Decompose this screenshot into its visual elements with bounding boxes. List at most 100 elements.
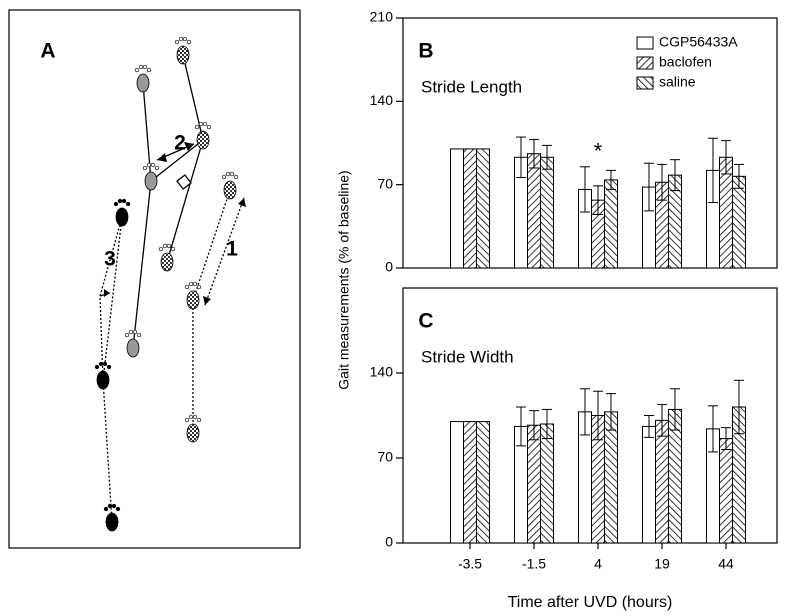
- bar: [476, 148, 490, 269]
- legend-swatch: [636, 56, 654, 70]
- bar: [604, 179, 618, 269]
- paw-toe: [182, 36, 188, 42]
- bar: [719, 438, 733, 544]
- paw-toe: [142, 165, 148, 171]
- error-bar: [708, 405, 718, 453]
- paw-toe: [170, 246, 176, 252]
- legend-label: CGP56433A: [659, 34, 738, 50]
- error-bar: [529, 138, 539, 169]
- paw-toe: [192, 414, 198, 420]
- y-tick-label: 0: [385, 259, 393, 275]
- error-bar: [516, 136, 526, 179]
- chart-title: Stride Length: [421, 77, 522, 96]
- error-bar: [734, 379, 744, 435]
- y-tick-label: 140: [370, 92, 394, 108]
- paw-toe: [198, 121, 204, 127]
- paw-toe: [202, 121, 208, 127]
- bar: [540, 423, 554, 544]
- paw-toe: [102, 361, 108, 367]
- y-tick-label: 140: [370, 364, 394, 380]
- bar: [463, 421, 477, 544]
- paw-pad: [160, 252, 174, 272]
- paw-toe: [136, 332, 142, 338]
- panel-letter: B: [418, 40, 433, 63]
- legend-label: saline: [659, 74, 696, 90]
- panel-letter: C: [418, 310, 433, 333]
- paw-toe: [142, 64, 148, 70]
- error-bar: [657, 404, 667, 437]
- paw-pad: [115, 207, 129, 227]
- paw-toe: [192, 281, 198, 287]
- error-bar: [593, 185, 603, 215]
- paw-prints: [94, 36, 239, 532]
- x-tick-label: 19: [654, 556, 670, 572]
- paw-toe: [158, 246, 164, 252]
- paw-toe: [146, 67, 152, 73]
- paw-pad: [96, 370, 110, 390]
- arrow-heads: [104, 142, 246, 305]
- bar: [527, 153, 541, 269]
- paw-toe: [188, 281, 194, 287]
- paw-pad: [176, 45, 190, 65]
- error-bar: [721, 427, 731, 450]
- measure-label: 2: [174, 132, 186, 155]
- y-tick-label: 0: [385, 534, 393, 550]
- paw-toe: [128, 329, 134, 335]
- chart-title: Stride Width: [421, 347, 514, 366]
- paw-toe: [98, 361, 104, 367]
- bar: [527, 424, 541, 544]
- error-bar: [542, 144, 552, 170]
- paw-toe: [196, 417, 202, 423]
- error-bar: [734, 163, 744, 189]
- error-bar: [606, 169, 616, 190]
- paw-toe: [115, 506, 121, 512]
- paw-toe: [184, 417, 190, 423]
- error-bar: [644, 162, 654, 212]
- paw-toe: [132, 329, 138, 335]
- panel-a-frame: [8, 9, 301, 549]
- bar: [450, 148, 464, 269]
- paw-toe: [206, 124, 212, 130]
- y-tick-label: 210: [370, 9, 394, 25]
- paw-toe: [124, 332, 130, 338]
- error-bar: [670, 159, 680, 192]
- paw-toe: [221, 174, 227, 180]
- error-bar: [593, 390, 603, 441]
- paw-toe: [188, 414, 194, 420]
- error-bar: [542, 408, 552, 440]
- x-tick-label: -3.5: [458, 556, 482, 572]
- error-bar: [670, 388, 680, 431]
- paw-toe: [186, 39, 192, 45]
- y-tick-label: 70: [377, 175, 393, 191]
- paw-pad: [196, 130, 210, 150]
- paw-toe: [150, 162, 156, 168]
- paw-toe: [154, 165, 160, 171]
- charts: 0 70 140 210 B Stride Length Gait measurements…: [336, 9, 778, 611]
- paw-toe: [174, 39, 180, 45]
- bar: [463, 148, 477, 269]
- panel-a: A 2 1 3: [8, 9, 301, 549]
- paw-toe: [162, 243, 168, 249]
- paw-toe: [103, 506, 109, 512]
- paw-toe: [121, 198, 127, 204]
- paw-toe: [178, 36, 184, 42]
- paw-toe: [125, 201, 131, 207]
- error-bar: [721, 140, 731, 175]
- measure-label: 1: [226, 238, 238, 261]
- measure-label: 3: [104, 248, 116, 271]
- paw-toe: [229, 171, 235, 177]
- x-tick-label: 4: [594, 556, 602, 572]
- error-bar: [580, 166, 590, 213]
- paw-pad: [105, 512, 119, 532]
- bar: [732, 175, 746, 269]
- paw-toe: [117, 198, 123, 204]
- paw-toe: [196, 284, 202, 290]
- paw-toe: [194, 124, 200, 130]
- paw-toe: [225, 171, 231, 177]
- error-bar: [606, 393, 616, 431]
- bar: [450, 421, 464, 544]
- paw-toe: [107, 503, 113, 509]
- legend-swatch: [636, 36, 654, 50]
- error-bar: [657, 163, 667, 201]
